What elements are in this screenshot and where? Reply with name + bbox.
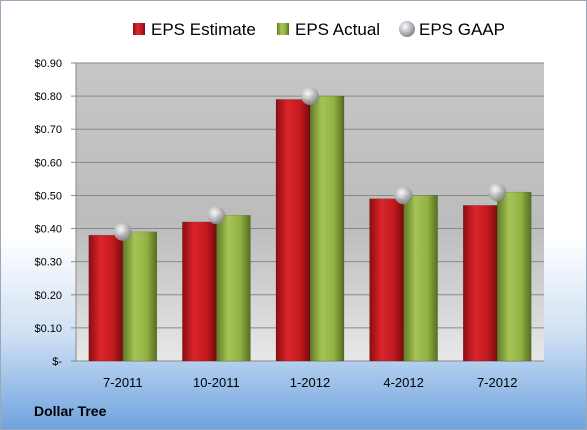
eps-estimate-bar	[275, 99, 311, 362]
eps-gaap-marker	[113, 222, 132, 241]
eps-estimate-bar	[369, 198, 404, 362]
legend-eps-gaap-label: EPS GAAP	[419, 20, 505, 39]
y-tick-label: $0.50	[34, 190, 62, 202]
legend-eps-estimate-swatch	[133, 23, 145, 35]
legend-eps-estimate-label: EPS Estimate	[151, 20, 256, 39]
eps-gaap-marker	[394, 186, 413, 205]
company-name: Dollar Tree	[34, 403, 107, 419]
x-tick-label: 10-2011	[193, 375, 240, 390]
legend-eps-actual-swatch	[277, 23, 289, 35]
eps-actual-bar	[216, 215, 251, 362]
y-tick-label: $0.30	[34, 257, 62, 269]
legend-eps-gaap-swatch	[399, 21, 415, 37]
eps-gaap-marker	[301, 87, 319, 106]
x-tick-label: 4-2012	[383, 375, 423, 390]
eps-estimate-bar	[182, 221, 217, 362]
eps-actual-bar	[309, 95, 345, 362]
legend-eps-actual-label: EPS Actual	[295, 20, 380, 39]
y-tick-label: $0.70	[34, 124, 62, 136]
y-tick-label: $0.10	[34, 323, 62, 335]
x-tick-label: 7-2011	[103, 375, 143, 390]
y-tick-label: $0.90	[34, 58, 62, 70]
y-tick-label: $0.20	[34, 290, 62, 302]
y-tick-label: $0.40	[34, 224, 62, 236]
eps-estimate-bar	[88, 234, 124, 362]
eps-gaap-marker	[488, 183, 507, 202]
y-tick-label: $0.60	[34, 157, 62, 169]
x-tick-label: 1-2012	[290, 375, 330, 390]
eps-gaap-marker	[207, 206, 226, 225]
eps-actual-bar	[122, 231, 158, 362]
y-tick-label: $-	[52, 356, 62, 368]
eps-estimate-bar	[462, 205, 498, 362]
y-tick-label: $0.80	[34, 91, 62, 103]
x-tick-label: 7-2012	[477, 375, 517, 390]
eps-actual-bar	[496, 191, 532, 362]
eps-actual-bar	[403, 195, 438, 362]
